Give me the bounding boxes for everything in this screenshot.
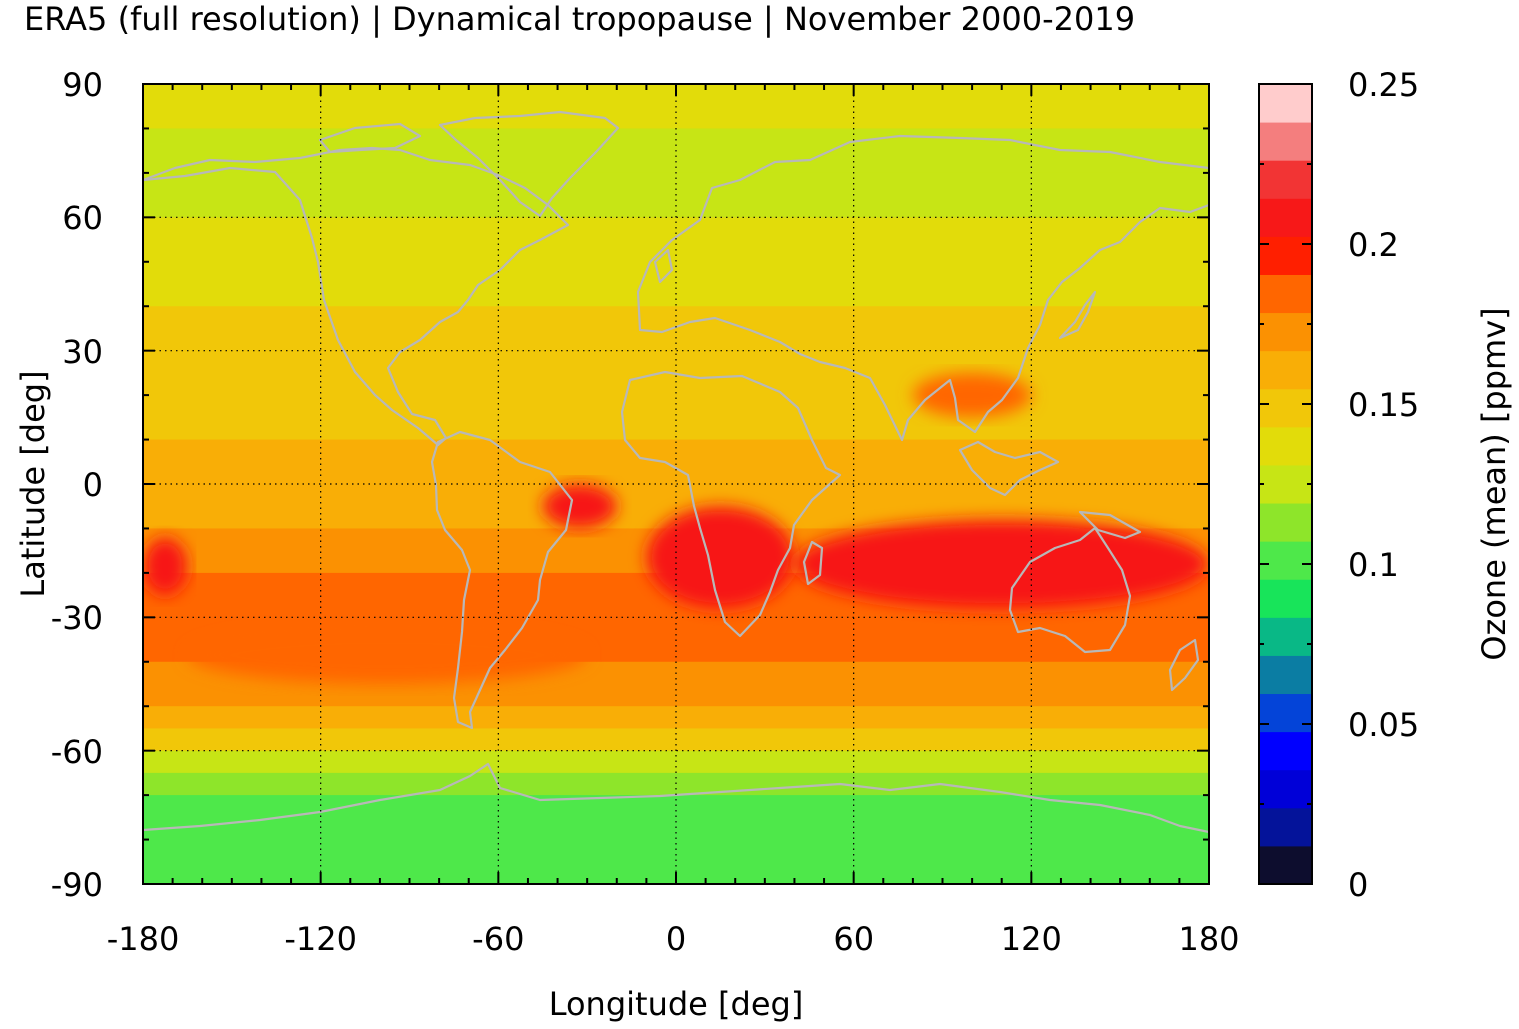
colorbar-segment (1259, 617, 1312, 656)
x-tick-label: -120 (284, 920, 357, 958)
coastlines (143, 110, 1209, 834)
colorbar-segment (1259, 464, 1312, 504)
colorbar-segment (1259, 503, 1312, 542)
colorbar-tick-label: 0.2 (1348, 226, 1399, 264)
colorbar-tick-label: 0.15 (1348, 386, 1419, 424)
grid-lines (143, 84, 1209, 884)
colorbar-segment (1259, 655, 1312, 695)
coastline-eurasia (636, 134, 1209, 442)
colorbar-segment (1259, 731, 1312, 771)
colorbar-tick-label: 0 (1348, 866, 1368, 904)
colorbar-tick-label: 0.1 (1348, 546, 1399, 584)
x-tick-label: -60 (472, 920, 524, 958)
colorbar-segment (1259, 579, 1312, 618)
coastline-japan (1058, 290, 1097, 340)
coastline-north-america (143, 146, 570, 447)
colorbar-tick-label: 0.25 (1348, 66, 1419, 104)
x-tick-label: 60 (833, 920, 874, 958)
colorbar-tick-labels: 0.25 0.2 0.15 0.1 0.05 0 (1348, 66, 1419, 904)
ozone-anomaly-region (646, 506, 795, 609)
y-tick-label: -60 (51, 733, 103, 771)
coastline-antarctica (143, 762, 1209, 834)
x-tick-label: 0 (666, 920, 686, 958)
colorbar-segment (1259, 388, 1312, 428)
ozone-anomaly-region (542, 484, 617, 529)
x-tick-label: -180 (107, 920, 180, 958)
ozone-band (143, 395, 1209, 441)
ozone-anomaly-region (143, 537, 188, 596)
colorbar-tick-label: 0.05 (1348, 706, 1419, 744)
coastline-arctic-islands (318, 122, 422, 154)
y-axis-label: Latitude [deg] (14, 370, 52, 597)
colorbar-segment (1259, 693, 1312, 733)
coastline-uk (653, 248, 674, 284)
coastline-greenland (438, 110, 620, 218)
colorbar-segment (1259, 769, 1312, 809)
map-plot-area (143, 84, 1209, 884)
colorbar (1259, 84, 1312, 885)
x-axis-tick-labels: -180 -120 -60 0 60 120 180 (107, 920, 1240, 958)
x-tick-label: 120 (1001, 920, 1062, 958)
x-tick-label: 180 (1178, 920, 1239, 958)
colorbar-segment (1259, 312, 1312, 352)
ozone-regional-anomalies (143, 372, 1209, 684)
colorbar-segment (1259, 274, 1312, 314)
y-tick-label: 60 (62, 199, 103, 237)
colorbar-segment (1259, 160, 1312, 199)
ozone-band (143, 750, 1209, 774)
colorbar-segment (1259, 807, 1312, 847)
coastline-australia (1008, 526, 1132, 654)
y-tick-label: 0 (83, 466, 103, 504)
colorbar-segment (1259, 198, 1312, 237)
y-tick-label: -90 (51, 866, 103, 904)
colorbar-segment (1259, 845, 1312, 885)
y-tick-label: -30 (51, 599, 103, 637)
coastline-new-zealand (1168, 638, 1200, 692)
colorbar-segment (1259, 122, 1312, 161)
coastline-south-america (430, 430, 574, 730)
figure-title: ERA5 (full resolution) | Dynamical tropo… (24, 0, 1135, 38)
axis-ticks (142, 83, 1210, 885)
ozone-anomaly-region (187, 626, 588, 684)
y-tick-label: 30 (62, 333, 103, 371)
colorbar-ticks (1259, 83, 1312, 885)
ozone-anomaly-region (794, 519, 1209, 609)
ozone-band (143, 439, 1209, 485)
y-tick-label: 90 (62, 66, 103, 104)
colorbar-segment (1259, 541, 1312, 580)
colorbar-segment (1259, 84, 1312, 123)
ozone-band (143, 772, 1209, 796)
y-axis-tick-labels: 90 60 30 0 -30 -60 -90 (51, 66, 103, 904)
colorbar-label: Ozone (mean) [ppmv] (1475, 307, 1513, 660)
coastline-madagascar (802, 540, 824, 586)
colorbar-segment (1259, 426, 1312, 466)
ozone-band (143, 306, 1209, 352)
coastline-southeast-asia (958, 440, 1060, 497)
coastline-new-guinea (1078, 510, 1142, 540)
coastline-africa (620, 370, 842, 638)
ozone-anomaly-region (912, 372, 1032, 418)
colorbar-segment (1259, 236, 1312, 275)
x-axis-label: Longitude [deg] (549, 985, 804, 1023)
colorbar-segment (1259, 350, 1312, 390)
